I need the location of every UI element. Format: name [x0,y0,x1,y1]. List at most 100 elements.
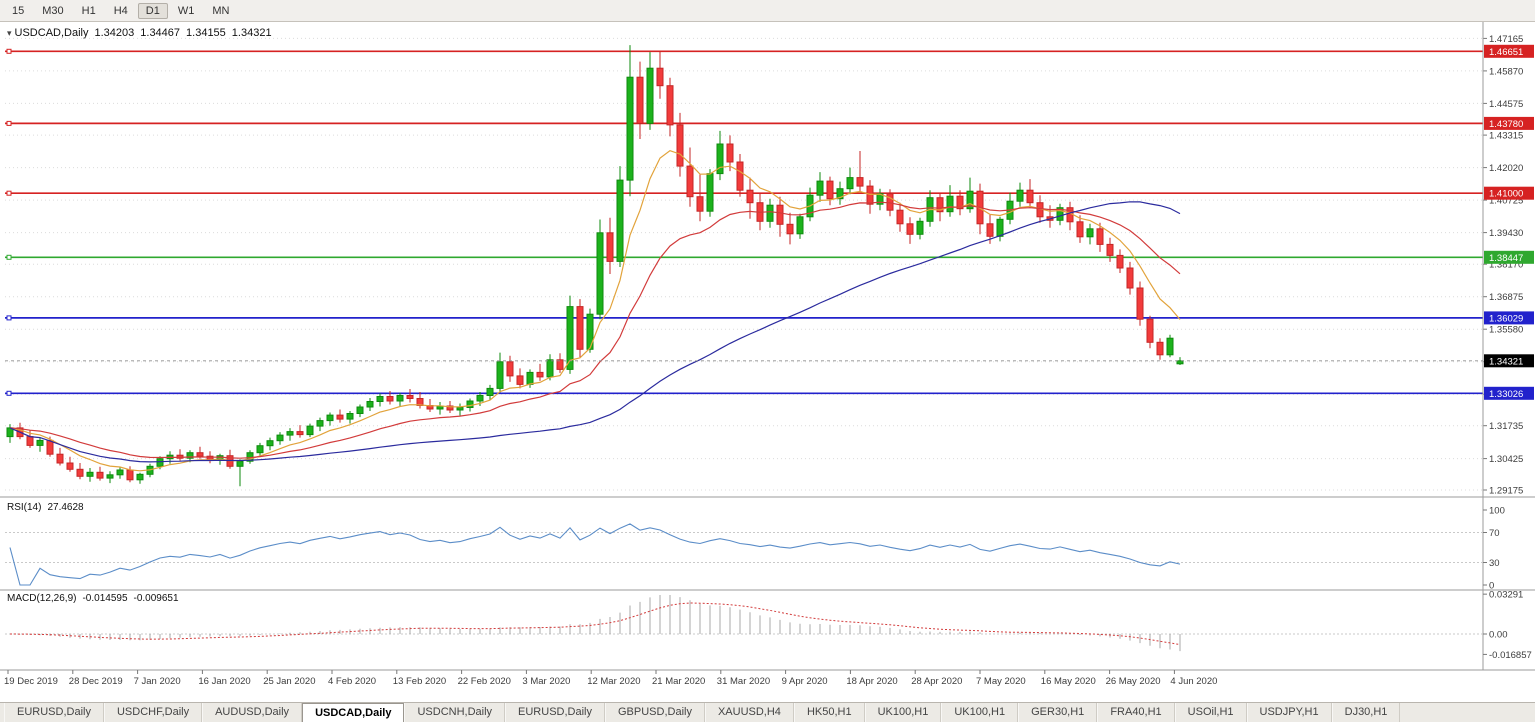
svg-text:1.41000: 1.41000 [1489,189,1523,200]
chart-tab-12-fra40[interactable]: FRA40,H1 [1097,703,1175,722]
macd-indicator-value: -0.014595 [82,593,128,604]
price-badge: 1.36029 [1484,311,1534,325]
price-axis-label: 1.43315 [1489,131,1523,142]
time-axis-label: 4 Feb 2020 [328,676,376,687]
rsi-axis-label: 0 [1489,581,1494,592]
time-axis-label: 7 Jan 2020 [134,676,181,687]
price-badge: 1.43780 [1484,116,1534,130]
macd-signal-value: -0.009651 [133,593,179,604]
price-badge: 1.34321 [1484,354,1534,368]
price-axis-label: 1.42020 [1489,163,1523,174]
rsi-axis-label: 100 [1489,506,1505,517]
chart-tab-13-usoil[interactable]: USOil,H1 [1174,703,1247,722]
timeframe-button-15[interactable]: 15 [12,4,25,17]
chart-tab-10-uk100[interactable]: UK100,H1 [941,703,1019,722]
timeframe-toolbar: 15 M30 H1 H4 D1 W1 MN [0,0,1535,22]
chart-tab-7-xauusd[interactable]: XAUUSD,H4 [704,703,794,722]
time-axis-label: 9 Apr 2020 [782,676,828,687]
price-axis-label: 1.29175 [1489,486,1523,497]
time-axis-label: 26 May 2020 [1106,676,1161,687]
rsi-pane-label: RSI(14) 27.4628 [7,502,90,513]
rsi-line [9,523,1181,586]
chart-tab-bar: EURUSD,Daily USDCHF,Daily AUDUSD,Daily USDC… [0,702,1535,722]
time-axis-label: 31 Mar 2020 [717,676,770,687]
price-axis[interactable]: 1.47165 1.45870 1.44575 1.43315 1.42020 1.407… [1483,34,1523,497]
chart-tab-6-gbpusd[interactable]: GBPUSD,Daily [605,703,705,722]
ma-line-fast [9,150,1181,472]
svg-text:1.34321: 1.34321 [1489,356,1523,367]
rsi-axis-label: 70 [1489,528,1500,539]
price-axis-label: 1.36875 [1489,292,1523,303]
macd-axis[interactable]: 0.03291 0.00 -0.016857 [1483,590,1532,661]
macd-pane-label: MACD(12,26,9) -0.014595 -0.009651 [7,593,185,604]
timeframe-button-m30[interactable]: M30 [42,4,64,17]
time-axis-label: 7 May 2020 [976,676,1026,687]
time-axis[interactable]: 19 Dec 2019 28 Dec 2019 7 Jan 2020 16 Jan 2… [4,670,1217,687]
price-badge: 1.38447 [1484,250,1534,264]
chart-title-bar: ▾ USDCAD,Daily 1.34203 1.34467 1.34155 1.3432… [7,27,272,39]
price-axis-label: 1.30425 [1489,454,1523,465]
ma-line-medium [9,201,1181,459]
chart-tab-9-uk100[interactable]: UK100,H1 [864,703,942,722]
rsi-indicator-value: 27.4628 [47,502,84,513]
svg-text:1.33026: 1.33026 [1489,389,1523,400]
svg-text:1.36029: 1.36029 [1489,313,1523,324]
timeframe-button-d1[interactable]: D1 [137,2,168,19]
rsi-axis-label: 30 [1489,558,1500,569]
time-axis-label: 12 Mar 2020 [587,676,640,687]
price-badge: 1.33026 [1484,386,1534,400]
timeframe-button-h1[interactable]: H1 [81,4,96,17]
ohlc-high-value: 1.34467 [140,27,181,39]
support-resistance-lines [5,48,1483,396]
candlestick-series [6,45,1184,487]
chart-tab-3-usdcad[interactable]: USDCAD,Daily [302,703,405,722]
time-axis-label: 3 Mar 2020 [522,676,570,687]
symbol-dropdown-icon[interactable]: ▾ [7,28,12,38]
svg-text:1.43780: 1.43780 [1489,119,1523,130]
time-axis-label: 13 Feb 2020 [393,676,446,687]
ohlc-open-value: 1.34203 [94,27,135,39]
time-axis-label: 19 Dec 2019 [4,676,58,687]
chart-tab-8-hk50[interactable]: HK50,H1 [793,703,865,722]
macd-signal-line [9,602,1181,646]
chart-tab-5-eurusd[interactable]: EURUSD,Daily [505,703,605,722]
price-axis-label: 1.38170 [1489,260,1523,271]
price-axis-label: 1.39430 [1489,228,1523,239]
chart-tab-14-usdjpy[interactable]: USDJPY,H1 [1246,703,1332,722]
macd-axis-label: 0.03291 [1489,590,1523,601]
macd-axis-label: -0.016857 [1489,650,1532,661]
time-axis-label: 4 Jun 2020 [1170,676,1217,687]
chart-tab-4-usdcnh[interactable]: USDCNH,Daily [404,703,506,722]
chart-tab-11-ger30[interactable]: GER30,H1 [1018,703,1098,722]
time-axis-label: 28 Dec 2019 [69,676,123,687]
time-axis-label: 16 Jan 2020 [198,676,250,687]
timeframe-button-mn[interactable]: MN [212,4,230,17]
time-axis-label: 16 May 2020 [1041,676,1096,687]
macd-histogram [19,595,1181,652]
time-axis-label: 28 Apr 2020 [911,676,962,687]
chart-tab-0-eurusd[interactable]: EURUSD,Daily [4,703,104,722]
price-axis-label: 1.44575 [1489,99,1523,110]
svg-text:1.38447: 1.38447 [1489,253,1523,264]
svg-text:1.46651: 1.46651 [1489,47,1523,58]
chart-tab-1-usdchf[interactable]: USDCHF,Daily [103,703,203,722]
chart-tab-15-dj30[interactable]: DJ30,H1 [1331,703,1401,722]
timeframe-button-w1[interactable]: W1 [177,4,195,17]
price-axis-label: 1.31735 [1489,421,1523,432]
rsi-axis[interactable]: 100 70 30 0 [1483,506,1505,592]
time-axis-label: 22 Feb 2020 [458,676,511,687]
price-badge: 1.41000 [1484,186,1534,200]
price-axis-label: 1.35580 [1489,325,1523,336]
chart-symbol-label: USDCAD,Daily [14,27,89,39]
time-axis-label: 21 Mar 2020 [652,676,705,687]
timeframe-button-h4[interactable]: H4 [113,4,128,17]
macd-indicator-name: MACD(12,26,9) [7,593,77,604]
ohlc-low-value: 1.34155 [186,27,226,39]
chart-tab-2-audusd[interactable]: AUDUSD,Daily [202,703,303,722]
macd-axis-label: 0.00 [1489,630,1508,641]
ohlc-close-value: 1.34321 [231,27,272,39]
chart-canvas[interactable]: 1.47165 1.45870 1.44575 1.43315 1.42020 1.407… [0,22,1535,702]
ma-line-slow [9,201,1181,463]
time-axis-label: 18 Apr 2020 [846,676,897,687]
chart-window: 1.47165 1.45870 1.44575 1.43315 1.42020 1.407… [0,22,1535,702]
